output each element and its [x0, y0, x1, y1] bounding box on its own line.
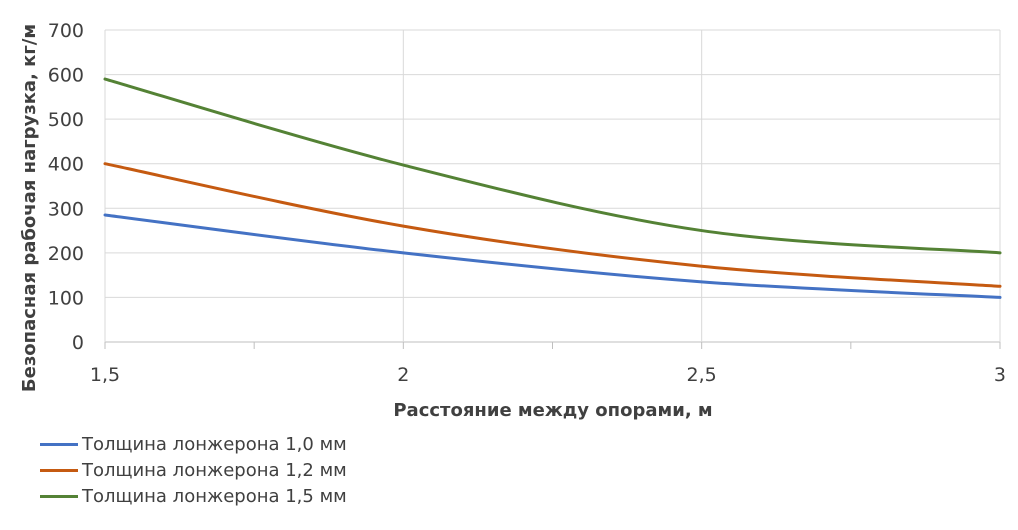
- y-tick-label: 400: [48, 154, 84, 176]
- series-line: [103, 77, 1002, 255]
- grid: [104, 29, 1001, 349]
- legend-item: Толщина лонжерона 1,5 мм: [40, 484, 460, 509]
- y-tick-label: 200: [48, 243, 84, 265]
- legend-label: Толщина лонжерона 1,5 мм: [82, 486, 347, 507]
- x-tick-label: 1,5: [90, 364, 120, 386]
- y-tick-label: 600: [48, 65, 84, 87]
- series-line: [103, 213, 1002, 299]
- series-line: [103, 162, 1002, 288]
- legend-label: Толщина лонжерона 1,0 мм: [82, 434, 347, 455]
- y-axis-title: Безопасная рабочая нагрузка, кг/м: [19, 24, 40, 392]
- legend-item: Толщина лонжерона 1,2 мм: [40, 458, 460, 483]
- legend: Толщина лонжерона 1,0 мм Толщина лонжеро…: [40, 432, 460, 510]
- x-tick-label: 2: [397, 364, 409, 386]
- y-tick-label: 500: [48, 109, 84, 131]
- y-tick-label: 300: [48, 198, 84, 220]
- y-tick-label: 700: [48, 20, 84, 42]
- legend-item: Толщина лонжерона 1,0 мм: [40, 432, 460, 457]
- legend-label: Толщина лонжерона 1,2 мм: [82, 460, 347, 481]
- y-tick-label: 100: [48, 287, 84, 309]
- legend-swatch: [40, 495, 78, 498]
- x-tick-label: 2,5: [687, 364, 717, 386]
- legend-swatch: [40, 443, 78, 446]
- series-lines: [103, 77, 1002, 299]
- y-tick-labels: 0 100 200 300 400 500 600 700: [48, 20, 84, 354]
- y-tick-label: 0: [72, 332, 84, 354]
- x-tick-labels: 1,5 2 2,5 3: [90, 364, 1006, 386]
- x-axis-title: Расстояние между опорами, м: [393, 400, 712, 421]
- x-tick-label: 3: [994, 364, 1006, 386]
- legend-swatch: [40, 469, 78, 472]
